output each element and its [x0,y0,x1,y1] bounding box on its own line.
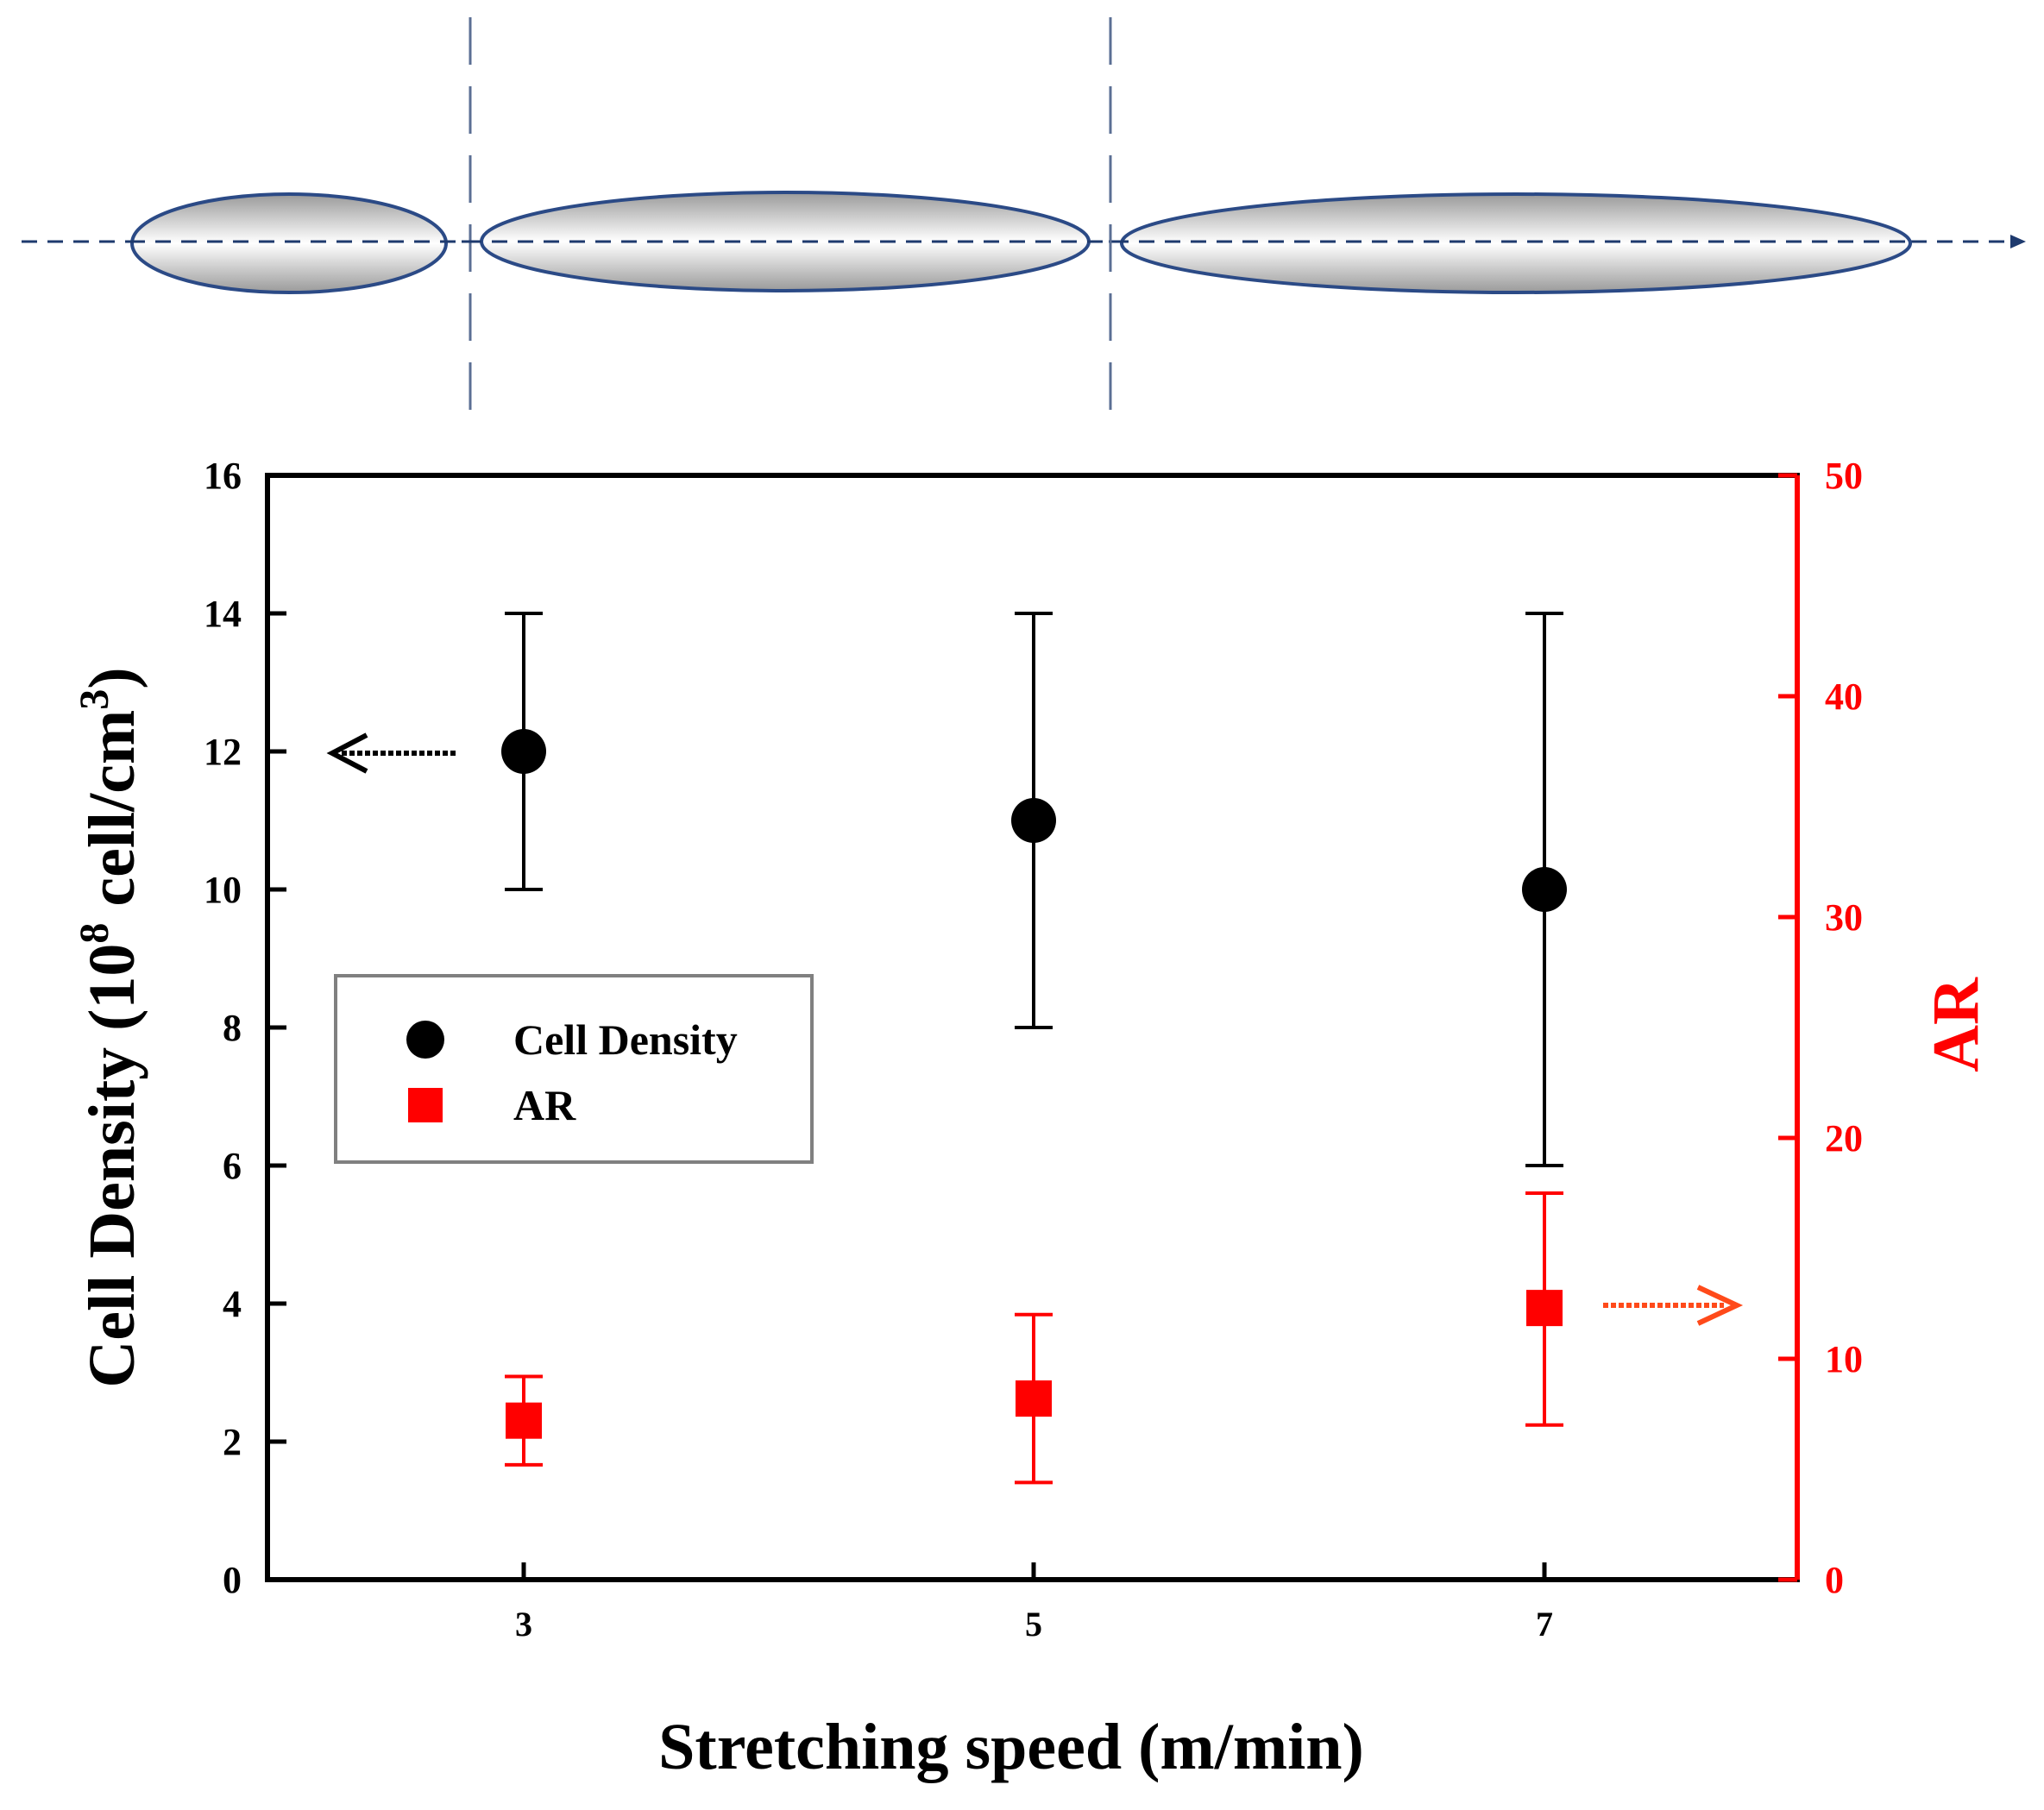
data-point-circle [1522,867,1567,912]
left-tick-label: 16 [204,455,242,497]
legend-marker-ar [408,1088,443,1122]
data-point-square [1016,1380,1052,1417]
x-tick-label: 7 [1536,1605,1553,1643]
data-point-square [506,1402,542,1439]
right-tick-label: 40 [1825,676,1863,718]
left-axis-pointer-arrow [326,732,456,774]
x-tick-label: 5 [1025,1605,1042,1643]
left-tick-label: 2 [223,1421,242,1463]
left-tick-label: 8 [223,1007,242,1049]
legend-marker-cell-density [406,1021,444,1059]
left-tick-label: 4 [223,1283,242,1325]
left-tick-label: 0 [223,1559,242,1601]
cell-ellipse-3 [1120,192,1912,294]
right-tick-label: 50 [1825,455,1863,497]
right-axis-ticks: 0 10 20 30 40 50 [1778,455,1863,1601]
right-tick-label: 0 [1825,1559,1844,1601]
legend-label-ar: AR [513,1081,576,1129]
x-axis-label: Stretching speed (m/min) [658,1711,1364,1783]
cell-ellipse-1 [130,192,448,294]
data-point-circle [501,729,546,774]
stretching-illustration [22,17,2026,431]
data-point-circle [1011,798,1056,843]
right-axis-pointer-arrow [1603,1285,1744,1326]
x-tick-label: 3 [515,1605,532,1643]
cell-axis-arrowhead [2010,235,2026,248]
y-axis-label-left: Cell Density (108 cell/cm3) [72,667,148,1387]
left-tick-label: 10 [204,869,242,911]
legend: Cell Density AR [334,974,814,1164]
legend-box [334,974,814,1164]
right-tick-label: 20 [1825,1117,1863,1160]
y-axis-label-right: AR [1920,977,1992,1072]
data-marks [501,612,1567,1485]
data-point-square [1526,1290,1563,1327]
right-tick-label: 10 [1825,1338,1863,1380]
right-tick-label: 30 [1825,896,1863,939]
x-axis-ticks: 3 5 7 [515,1562,1553,1643]
left-tick-label: 14 [204,593,242,635]
left-axis-ticks: 0 2 4 6 8 10 12 14 16 [204,455,286,1601]
left-tick-label: 12 [204,731,242,773]
left-tick-label: 6 [223,1145,242,1187]
legend-label-cell-density: Cell Density [513,1015,738,1064]
